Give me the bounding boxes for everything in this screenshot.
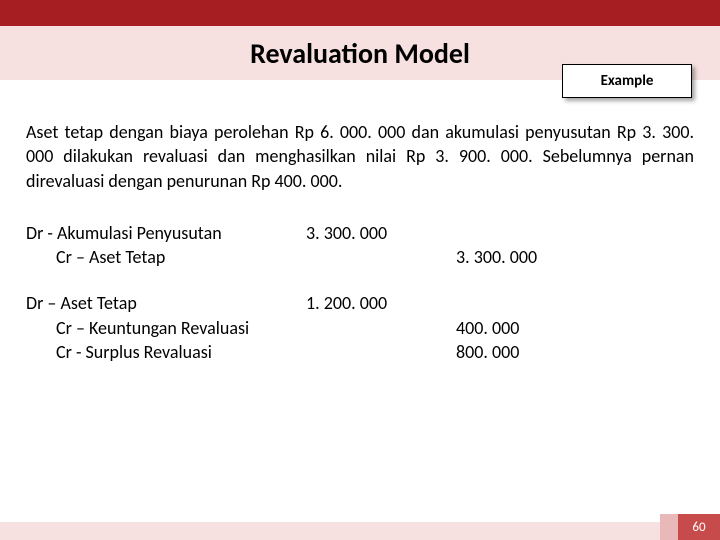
content-area: Aset tetap dengan biaya perolehan Rp 6. …: [0, 80, 720, 364]
dr-label: Dr - Akumulasi Penyusutan: [26, 221, 306, 245]
journal-entry-1: Dr - Akumulasi Penyusutan 3. 300. 000 Cr…: [26, 221, 694, 270]
cr-amount-empty: [456, 221, 606, 245]
dr-amount: 3. 300. 000: [306, 221, 456, 245]
cr-label: Cr - Surplus Revaluasi: [26, 340, 306, 364]
dr-amount-empty: [306, 316, 456, 340]
page-title: Revaluation Model: [250, 36, 470, 71]
dr-label: Dr – Aset Tetap: [26, 291, 306, 315]
journal-entries: Dr - Akumulasi Penyusutan 3. 300. 000 Cr…: [26, 221, 694, 364]
bottom-bar: [0, 522, 720, 540]
title-band: Revaluation Model Example: [0, 26, 720, 80]
cr-amount: 800. 000: [456, 340, 606, 364]
dr-amount-empty: [306, 245, 456, 269]
cr-amount-empty: [456, 291, 606, 315]
journal-entry-2: Dr – Aset Tetap 1. 200. 000 Cr – Keuntun…: [26, 291, 694, 364]
entry-row: Cr - Surplus Revaluasi 800. 000: [26, 340, 694, 364]
example-badge: Example: [562, 64, 692, 98]
cr-amount: 3. 300. 000: [456, 245, 606, 269]
dr-amount: 1. 200. 000: [306, 291, 456, 315]
cr-label: Cr – Keuntungan Revaluasi: [26, 316, 306, 340]
page-number: 60: [678, 514, 720, 540]
top-bar: [0, 0, 720, 26]
entry-row: Cr – Aset Tetap 3. 300. 000: [26, 245, 694, 269]
problem-paragraph: Aset tetap dengan biaya perolehan Rp 6. …: [26, 120, 694, 193]
entry-row: Dr - Akumulasi Penyusutan 3. 300. 000: [26, 221, 694, 245]
dr-amount-empty: [306, 340, 456, 364]
entry-row: Dr – Aset Tetap 1. 200. 000: [26, 291, 694, 315]
footer-accent-block: [660, 514, 678, 540]
cr-label: Cr – Aset Tetap: [26, 245, 306, 269]
cr-amount: 400. 000: [456, 316, 606, 340]
entry-row: Cr – Keuntungan Revaluasi 400. 000: [26, 316, 694, 340]
